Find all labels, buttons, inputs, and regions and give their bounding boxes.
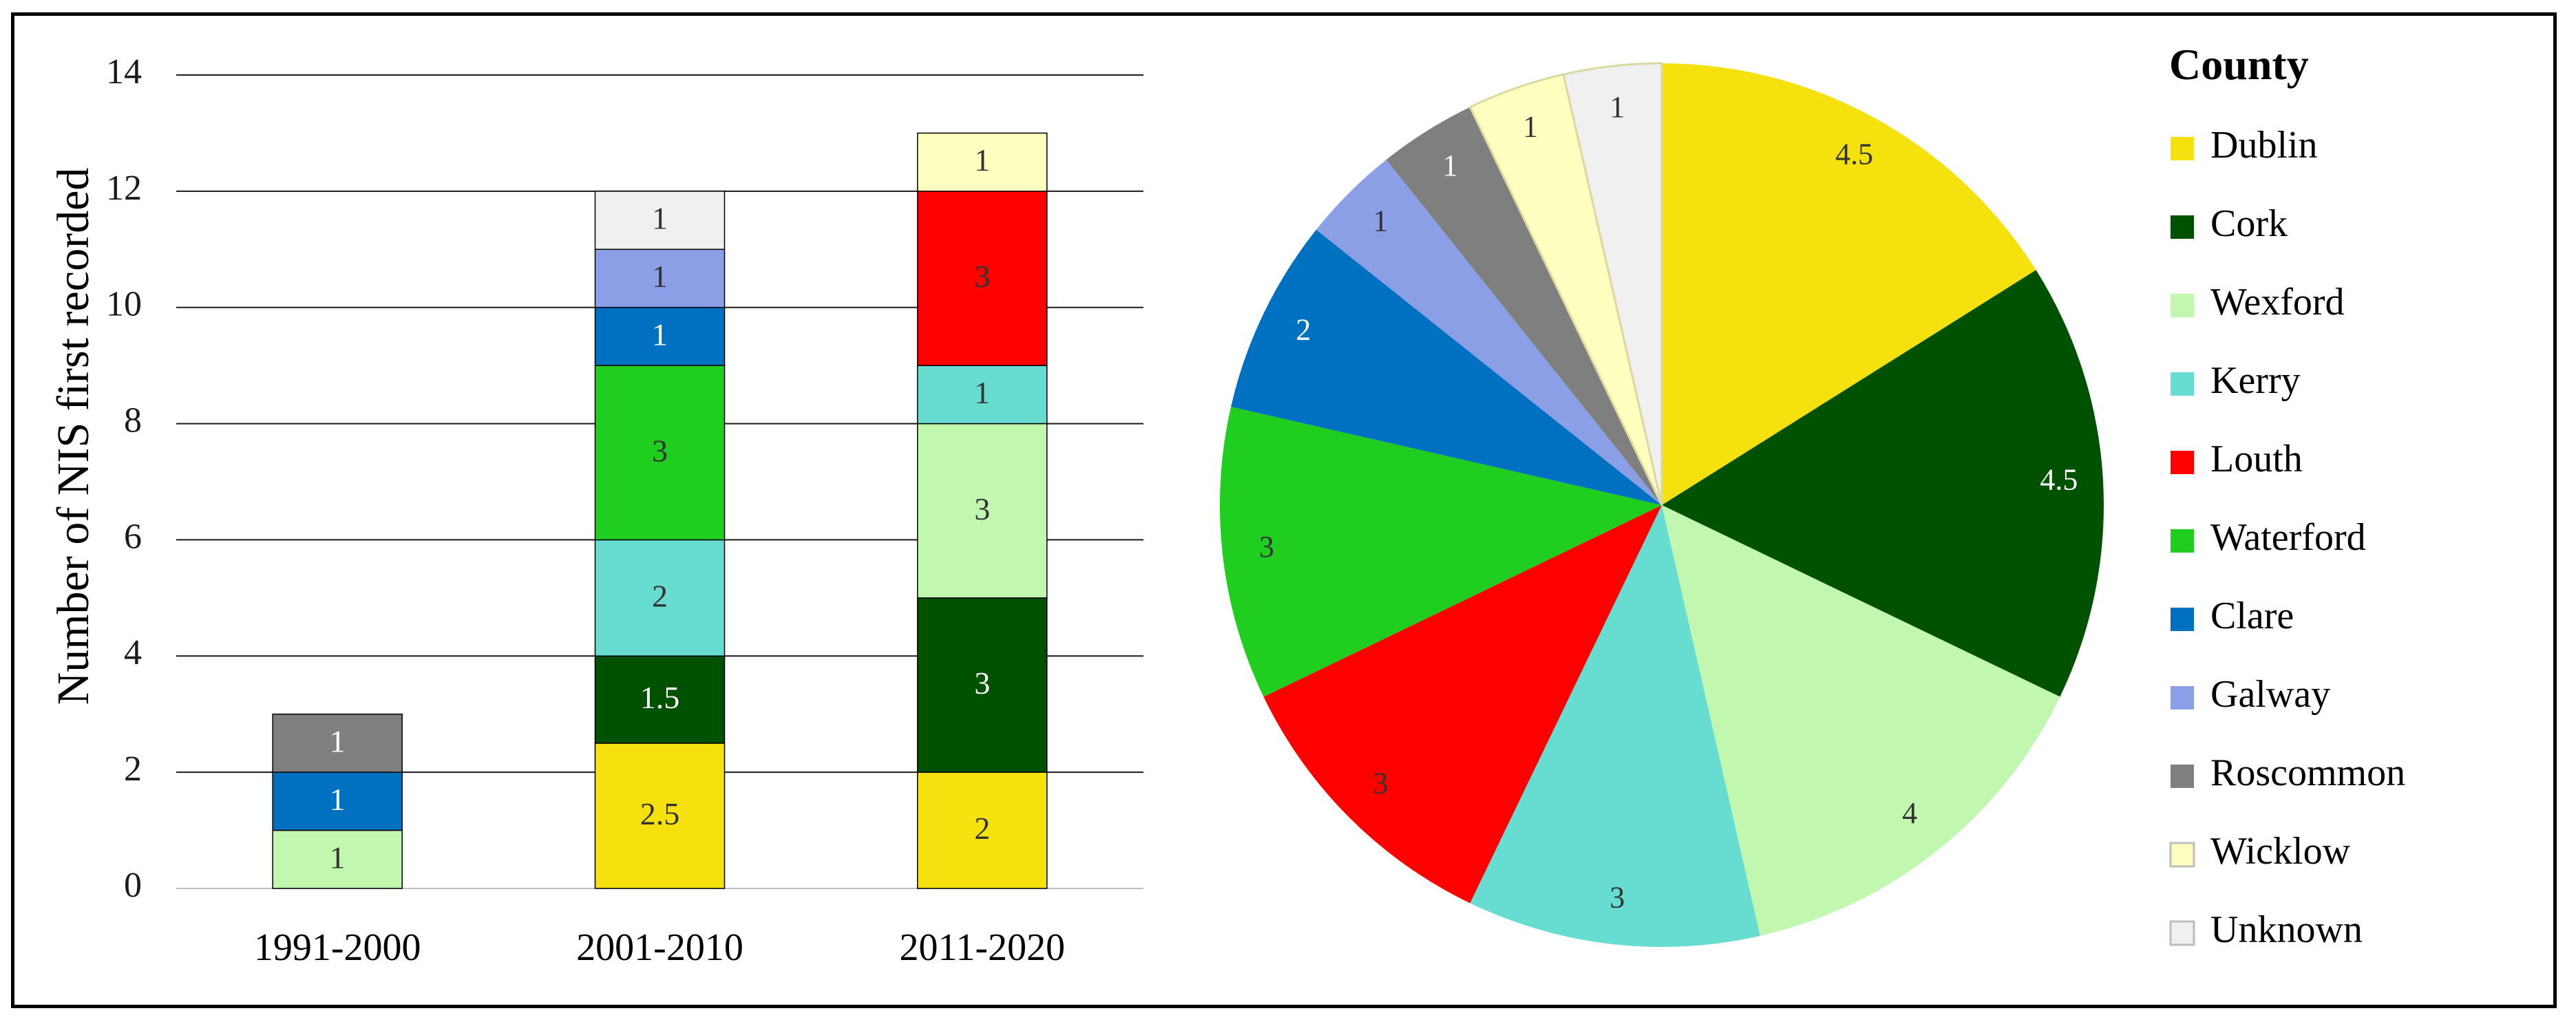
y-tick-10: 10 (106, 285, 142, 324)
pie-slice-roscommon (1386, 107, 1662, 505)
y-tick-14: 14 (106, 52, 142, 92)
legend-swatch-louth (2171, 451, 2194, 474)
bar-segment-1991-2000-wexford (272, 829, 403, 889)
legend-label-wicklow: Wicklow (2210, 830, 2351, 873)
pie-label-clare: 2 (1296, 312, 1311, 346)
y-tick-8: 8 (124, 401, 142, 440)
bar-segment-2001-2010-clare (594, 306, 726, 366)
legend-label-unknown: Unknown (2210, 908, 2363, 951)
y-tick-2: 2 (124, 749, 142, 789)
bar-label-2011-2020-kerry: 1 (974, 375, 990, 410)
pie-value-labels: 4.5 4.5 4 3 3 3 2 1 1 1 1 (1259, 90, 2078, 914)
legend-items: Dublin Cork Wexford Kerry Louth Waterford Clar… (2169, 124, 2405, 951)
bar-segment-1991-2000-roscommon (272, 713, 403, 773)
bar-segment-2001-2010-kerry (594, 539, 726, 657)
bar-label-2001-2010-galway: 1 (652, 259, 668, 294)
bar-category-labels: 1991-2000 2001-2010 2011-2020 (254, 926, 1065, 969)
pie-slice-unknown (1562, 62, 1663, 506)
bar-label-2011-2020-wexford: 3 (974, 491, 990, 526)
bar-segment-2001-2010-cork (594, 655, 726, 744)
bar-segment-1991-2000-clare (272, 771, 403, 831)
x-category-2001-2010: 2001-2010 (576, 926, 743, 969)
figure-frame: 0 2 4 6 8 10 12 14 1 1 1 2.5 1.5 2 3 1 1 1 2 3 3 1 3 1 1991-20… (11, 12, 2557, 1008)
legend-swatch-dublin (2171, 137, 2194, 160)
y-tick-12: 12 (106, 169, 142, 208)
legend-label-dublin: Dublin (2210, 124, 2318, 167)
legend-label-clare: Clare (2210, 595, 2294, 637)
bar-label-2001-2010-clare: 1 (652, 317, 668, 352)
legend-swatch-galway (2171, 686, 2194, 710)
pie-label-dublin: 4.5 (1835, 137, 1873, 171)
bar-label-2001-2010-dublin: 2.5 (640, 796, 680, 831)
bar-segment-2011-2020-wicklow (917, 132, 1048, 192)
bar-segment-2011-2020-cork (917, 597, 1048, 773)
bar-segment-2001-2010-dublin (594, 743, 726, 889)
pie-slice-dublin (1662, 63, 2036, 505)
pie-slice-wexford (1662, 505, 2060, 936)
bar-y-tick-labels: 0 2 4 6 8 10 12 14 (106, 52, 142, 905)
legend-swatch-kerry (2171, 372, 2194, 396)
x-category-1991-2000: 1991-2000 (254, 926, 421, 969)
pie-slice-louth (1263, 505, 1662, 904)
y-axis-label: Number of NIS first recorded (48, 168, 98, 705)
bar-label-2001-2010-cork: 1.5 (640, 680, 680, 715)
bar-label-2011-2020-louth: 3 (974, 259, 990, 294)
legend-swatch-cork (2171, 215, 2194, 239)
bar-segment-2011-2020-dublin (917, 771, 1048, 889)
bar-segment-2001-2010-galway (594, 248, 726, 308)
y-tick-6: 6 (124, 517, 142, 556)
bar-segment-2011-2020-wexford (917, 423, 1048, 599)
bar-segment-labels: 1 1 1 2.5 1.5 2 3 1 1 1 2 3 3 1 3 1 (330, 142, 991, 875)
pie-slice-kerry (1470, 505, 1760, 947)
legend-label-roscommon: Roscommon (2210, 751, 2405, 794)
pie-label-wicklow: 1 (1523, 110, 1538, 144)
legend-swatch-wicklow (2169, 842, 2195, 868)
legend-swatch-waterford (2171, 529, 2194, 553)
pie-label-louth: 3 (1373, 767, 1388, 800)
pie-slice-galway (1316, 160, 1662, 505)
legend-swatch-clare (2171, 608, 2194, 631)
legend-swatch-wexford (2171, 294, 2194, 317)
pie-label-galway: 1 (1373, 204, 1388, 238)
pie-label-roscommon: 1 (1443, 149, 1458, 182)
pie-chart: 4.5 4.5 4 3 3 3 2 1 1 1 1 (1220, 62, 2104, 947)
bar-label-2011-2020-wicklow: 1 (974, 142, 990, 178)
pie-slice-cork (1662, 270, 2104, 697)
bar-label-2011-2020-dublin: 2 (974, 811, 990, 846)
x-category-2011-2020: 2011-2020 (900, 926, 1066, 969)
y-tick-4: 4 (124, 633, 142, 672)
pie-label-unknown: 1 (1609, 90, 1625, 124)
y-tick-0: 0 (124, 866, 142, 905)
pie-label-waterford: 3 (1259, 530, 1274, 564)
legend-label-galway: Galway (2210, 673, 2330, 716)
legend-label-louth: Louth (2210, 438, 2303, 480)
bar-label-2001-2010-unknown: 1 (652, 201, 668, 236)
bar-segment-2011-2020-louth (917, 191, 1048, 366)
pie-label-cork: 4.5 (2040, 463, 2078, 497)
legend: County Dublin Cork Wexford Kerry Louth Waterf… (2169, 40, 2405, 951)
bar-segments (272, 132, 1048, 889)
bar-label-2011-2020-cork: 3 (974, 665, 990, 701)
legend-title: County (2169, 40, 2309, 89)
bar-label-1991-2000-wexford: 1 (330, 840, 346, 875)
bar-segment-2001-2010-unknown (594, 191, 726, 250)
legend-label-cork: Cork (2210, 202, 2288, 245)
bar-label-2001-2010-waterford: 3 (652, 433, 668, 468)
legend-swatch-unknown (2169, 920, 2195, 946)
pie-slices (1220, 62, 2104, 947)
pie-label-kerry: 3 (1609, 880, 1625, 914)
pie-label-wexford: 4 (1902, 796, 1917, 830)
bar-label-1991-2000-clare: 1 (330, 782, 346, 817)
legend-label-wexford: Wexford (2210, 281, 2345, 323)
legend-label-kerry: Kerry (2210, 359, 2301, 402)
legend-label-waterford: Waterford (2210, 516, 2366, 559)
bar-label-2001-2010-kerry: 2 (652, 578, 668, 613)
legend-swatch-roscommon (2171, 765, 2194, 788)
bar-label-1991-2000-roscommon: 1 (330, 723, 346, 758)
pie-slice-waterford (1220, 407, 1662, 697)
pie-slice-clare (1231, 229, 1662, 505)
